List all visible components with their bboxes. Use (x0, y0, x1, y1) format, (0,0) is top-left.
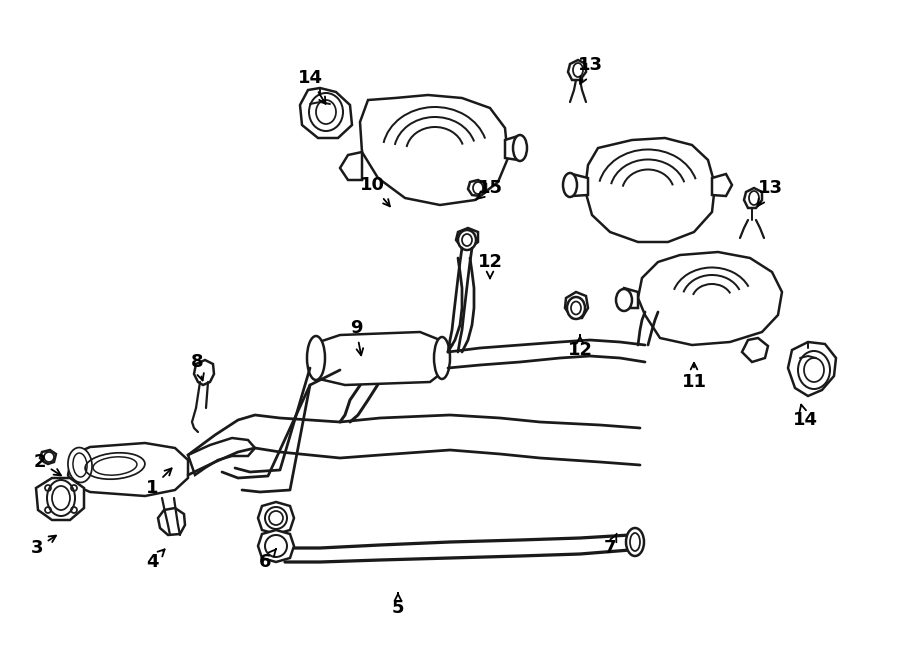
Polygon shape (258, 530, 294, 562)
Text: 1: 1 (146, 469, 172, 497)
Polygon shape (194, 360, 214, 385)
Text: 8: 8 (191, 353, 204, 381)
Ellipse shape (307, 336, 325, 380)
Text: 11: 11 (681, 363, 706, 391)
Text: 14: 14 (298, 69, 326, 104)
Text: 10: 10 (359, 176, 390, 207)
Text: 13: 13 (758, 179, 782, 206)
Polygon shape (258, 502, 294, 534)
Polygon shape (618, 288, 638, 308)
Text: 2: 2 (34, 453, 61, 475)
Ellipse shape (513, 135, 527, 161)
Text: 13: 13 (578, 56, 602, 84)
Polygon shape (468, 180, 486, 196)
Ellipse shape (563, 173, 577, 197)
Text: 15: 15 (476, 179, 502, 200)
Polygon shape (310, 332, 448, 385)
Polygon shape (36, 478, 84, 520)
Text: 9: 9 (350, 319, 364, 355)
Polygon shape (565, 292, 588, 318)
Polygon shape (638, 252, 782, 345)
Polygon shape (340, 152, 362, 180)
Polygon shape (40, 450, 56, 464)
Polygon shape (300, 88, 352, 138)
Ellipse shape (626, 528, 644, 556)
Text: 12: 12 (478, 253, 502, 278)
Text: 6: 6 (259, 549, 276, 571)
Polygon shape (68, 443, 188, 496)
Text: 4: 4 (146, 549, 165, 571)
Polygon shape (158, 508, 185, 535)
Ellipse shape (68, 448, 92, 483)
Polygon shape (188, 438, 255, 475)
Polygon shape (505, 136, 525, 160)
Polygon shape (360, 95, 508, 205)
Polygon shape (568, 60, 586, 80)
Text: 14: 14 (793, 404, 817, 429)
Ellipse shape (47, 480, 75, 516)
Ellipse shape (458, 230, 476, 250)
Text: 5: 5 (392, 593, 404, 617)
Text: 7: 7 (604, 534, 617, 557)
Ellipse shape (73, 453, 87, 477)
Text: 12: 12 (568, 336, 592, 359)
Text: 3: 3 (31, 536, 56, 557)
Ellipse shape (567, 297, 585, 319)
Polygon shape (565, 174, 588, 196)
Ellipse shape (616, 289, 632, 311)
Ellipse shape (434, 337, 450, 379)
Polygon shape (742, 338, 768, 362)
Polygon shape (585, 138, 715, 242)
Polygon shape (712, 174, 732, 196)
Polygon shape (788, 342, 836, 396)
Polygon shape (456, 228, 478, 248)
Polygon shape (744, 188, 762, 208)
